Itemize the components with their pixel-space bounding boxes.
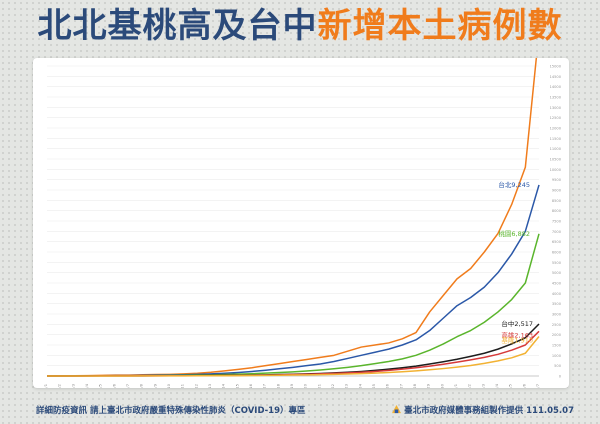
x-tick-label: 4/7 bbox=[125, 383, 130, 388]
footer-credit: 臺北市政府媒體事務組製作提供 111.05.07 bbox=[392, 404, 574, 416]
series-line-新北 bbox=[46, 58, 538, 377]
x-tick-label: 4/30 bbox=[439, 383, 444, 388]
chart-panel: 0 500 1000 1500 2000 2500 3000 3500 4000 4500 5000… bbox=[33, 58, 569, 388]
y-tick-label: 6000 bbox=[552, 251, 562, 255]
title-part-cases: 新增本土病例數 bbox=[317, 6, 563, 46]
taipei-logo-icon bbox=[392, 405, 402, 414]
footer-credit-text: 臺北市政府媒體事務組製作提供 111.05.07 bbox=[404, 406, 574, 416]
x-tick-label: 4/16 bbox=[248, 383, 253, 388]
x-tick-label: 5/7 bbox=[535, 383, 540, 388]
x-tick-label: 4/5 bbox=[98, 383, 103, 388]
y-tick-label: 10000 bbox=[550, 168, 562, 172]
x-tick-label: 4/22 bbox=[330, 383, 335, 388]
title-part-cities: 北北基桃高及台中 bbox=[37, 6, 318, 46]
y-tick-label: 0 bbox=[559, 375, 562, 379]
series-line-台北 bbox=[46, 184, 540, 377]
y-tick-label: 4500 bbox=[552, 282, 562, 286]
x-tick-label: 4/23 bbox=[344, 383, 349, 388]
y-tick-label: 7000 bbox=[552, 230, 562, 234]
y-tick-label: 3000 bbox=[552, 313, 562, 317]
x-tick-label: 5/3 bbox=[480, 383, 485, 388]
y-tick-label: 11500 bbox=[550, 137, 562, 141]
x-tick-label: 4/1 bbox=[43, 383, 48, 388]
y-tick-label: 3500 bbox=[552, 302, 562, 306]
x-tick-label: 4/18 bbox=[275, 383, 280, 388]
y-tick-label: 6500 bbox=[552, 240, 562, 244]
x-tick-label: 4/17 bbox=[262, 383, 267, 388]
y-tick-label: 12500 bbox=[550, 116, 562, 120]
series-end-label: 高雄2,163 bbox=[501, 330, 533, 339]
y-tick-label: 9500 bbox=[552, 178, 562, 182]
y-tick-label: 8000 bbox=[552, 209, 562, 213]
y-tick-label: 7500 bbox=[552, 220, 562, 224]
x-tick-label: 4/25 bbox=[371, 383, 376, 388]
x-tick-label: 4/8 bbox=[139, 383, 144, 388]
y-tick-label: 5500 bbox=[552, 261, 562, 265]
x-tick-label: 4/24 bbox=[357, 383, 362, 388]
x-tick-label: 4/15 bbox=[234, 383, 239, 388]
y-tick-label: 14500 bbox=[550, 75, 562, 79]
x-tick-label: 5/4 bbox=[494, 383, 499, 388]
y-tick-label: 4000 bbox=[552, 292, 562, 296]
x-tick-label: 4/9 bbox=[152, 383, 157, 388]
series-line-高雄 bbox=[46, 330, 540, 377]
series-end-label: 基隆1,910 bbox=[501, 336, 533, 345]
y-tick-label: 13500 bbox=[550, 96, 562, 100]
x-tick-label: 4/3 bbox=[70, 383, 75, 388]
y-tick-label: 5000 bbox=[552, 271, 562, 275]
x-tick-label: 4/20 bbox=[303, 383, 308, 388]
x-tick-label: 4/4 bbox=[84, 383, 89, 388]
x-tick-label: 4/2 bbox=[57, 383, 62, 388]
y-tick-label: 1500 bbox=[552, 344, 562, 348]
y-tick-label: 12000 bbox=[550, 127, 562, 131]
x-tick-label: 4/10 bbox=[166, 383, 171, 388]
y-tick-label: 11000 bbox=[550, 147, 562, 151]
y-tick-label: 13000 bbox=[550, 106, 562, 110]
y-tick-label: 15000 bbox=[550, 65, 562, 69]
x-tick-label: 4/6 bbox=[111, 383, 116, 388]
footer-info: 詳細防疫資訊 請上臺北市政府嚴重特殊傳染性肺炎（COVID-19）專區 bbox=[36, 406, 306, 416]
y-tick-label: 2000 bbox=[552, 333, 562, 337]
x-tick-label: 4/11 bbox=[180, 383, 185, 388]
y-tick-label: 2500 bbox=[552, 323, 562, 327]
x-tick-label: 5/2 bbox=[467, 383, 472, 388]
y-tick-label: 9000 bbox=[552, 189, 562, 193]
page-title: 北北基桃高及台中新增本土病例數 bbox=[0, 6, 600, 46]
y-tick-label: 10500 bbox=[550, 158, 562, 162]
x-tick-label: 4/29 bbox=[426, 383, 431, 388]
x-tick-label: 5/6 bbox=[521, 383, 526, 388]
x-tick-label: 5/5 bbox=[508, 383, 513, 388]
y-tick-label: 14000 bbox=[550, 85, 562, 89]
y-tick-label: 1000 bbox=[552, 354, 562, 358]
x-tick-label: 4/14 bbox=[221, 383, 226, 388]
series-end-label: 台北9,245 bbox=[498, 180, 530, 189]
series-line-桃園 bbox=[46, 233, 540, 377]
x-tick-label: 4/19 bbox=[289, 383, 294, 388]
series-line-基隆 bbox=[47, 336, 540, 377]
x-tick-label: 4/13 bbox=[207, 383, 212, 388]
x-tick-label: 5/1 bbox=[453, 383, 458, 388]
x-tick-label: 4/12 bbox=[193, 383, 198, 388]
series-end-label: 台中2,517 bbox=[501, 319, 533, 328]
x-tick-label: 4/27 bbox=[398, 383, 403, 388]
line-chart: 0 500 1000 1500 2000 2500 3000 3500 4000 4500 5000… bbox=[43, 58, 562, 388]
y-tick-label: 500 bbox=[554, 364, 562, 368]
series-line-台中 bbox=[46, 323, 540, 377]
y-tick-label: 8500 bbox=[552, 199, 562, 203]
x-tick-label: 4/21 bbox=[316, 383, 321, 388]
x-tick-label: 4/28 bbox=[412, 383, 417, 388]
x-tick-label: 4/26 bbox=[385, 383, 390, 388]
series-end-label: 桃園6,882 bbox=[498, 229, 530, 238]
